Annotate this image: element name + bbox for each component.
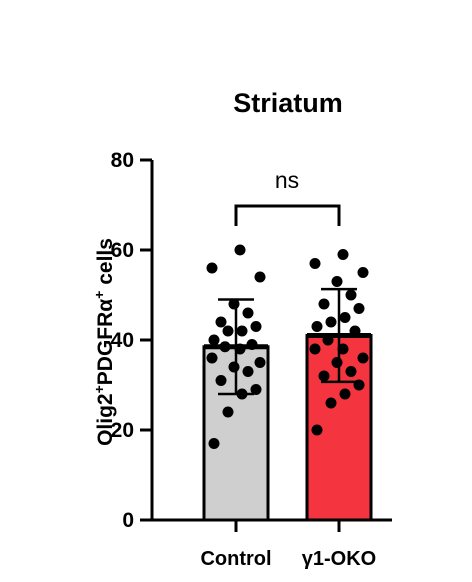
data-point [309, 343, 321, 355]
data-point [318, 370, 330, 382]
data-point [228, 298, 240, 310]
data-point [250, 321, 262, 332]
data-point [311, 424, 323, 436]
y-tick-label: 0 [122, 509, 134, 532]
data-point [219, 341, 231, 353]
significance-line [234, 204, 341, 226]
plot-area: 0 20 40 60 80 Control γ1-OKO [111, 149, 392, 570]
data-point [254, 357, 266, 368]
data-point [222, 325, 234, 337]
data-point [222, 406, 234, 418]
y-axis-label-part: + [91, 385, 107, 393]
data-point [254, 271, 266, 283]
data-point [337, 249, 349, 260]
data-point [242, 307, 254, 319]
data-point [325, 397, 337, 409]
significance-label: ns [275, 167, 299, 193]
data-point [234, 343, 246, 355]
data-point [236, 388, 248, 400]
data-point [339, 388, 351, 400]
data-point [357, 352, 369, 364]
y-axis-label-part: PDGFRα [94, 299, 117, 386]
data-point [311, 321, 323, 332]
data-point [331, 276, 343, 287]
y-axis-label-part: Olig2 [94, 393, 117, 446]
data-point [318, 298, 330, 310]
x-tick-label: Control [200, 548, 271, 570]
data-point [215, 316, 227, 328]
data-point [242, 366, 254, 377]
y-axis-label-part: cells [94, 238, 117, 291]
data-point [236, 325, 248, 337]
y-tick-label: 40 [111, 329, 134, 352]
data-point [208, 334, 220, 346]
chart-title: Striatum [233, 88, 343, 118]
data-point [234, 244, 246, 256]
data-point [345, 366, 357, 377]
data-point [353, 303, 365, 314]
y-tick-label: 20 [111, 419, 134, 442]
data-point [345, 289, 357, 301]
data-point [206, 352, 218, 364]
data-point [228, 361, 240, 373]
data-point [339, 312, 351, 323]
data-point [206, 262, 218, 274]
data-point [325, 316, 337, 328]
data-point [215, 375, 227, 386]
data-point [208, 438, 220, 449]
data-point [337, 343, 349, 355]
y-tick-label: 80 [111, 149, 134, 172]
data-point [246, 339, 258, 350]
data-point [349, 325, 361, 337]
data-point [353, 379, 365, 391]
y-tick-label: 60 [111, 239, 134, 262]
data-point [357, 267, 369, 278]
data-point [309, 258, 321, 269]
y-axis-label: Olig2+PDGFRα+ cells [91, 238, 117, 446]
data-point [331, 357, 343, 368]
data-point [250, 384, 262, 395]
x-tick-label: γ1-OKO [302, 548, 376, 570]
data-point [322, 334, 334, 346]
significance-bracket: ns [234, 167, 341, 226]
y-axis-label-part: + [91, 291, 107, 299]
